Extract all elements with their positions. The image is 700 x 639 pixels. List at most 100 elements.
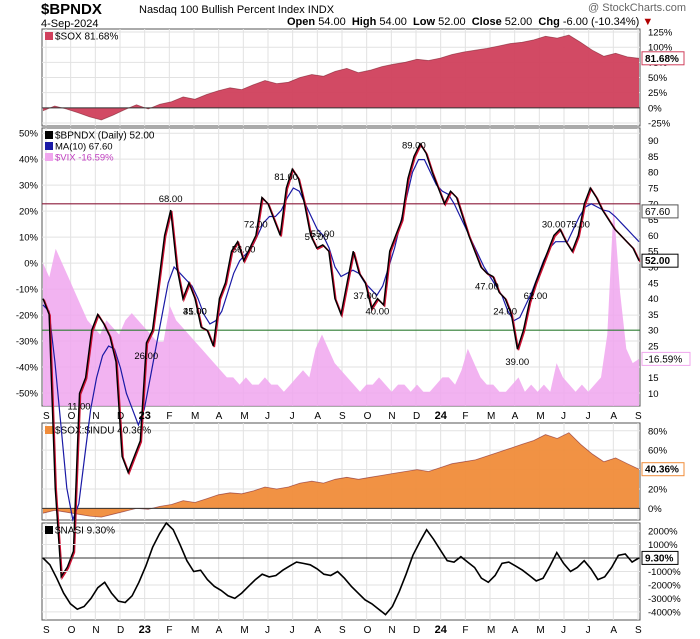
open-label: Open: [287, 16, 316, 28]
open-value: 54.00: [318, 16, 346, 28]
bp-right-tick-10: 40: [648, 294, 659, 305]
bp-right-tick-15: 15: [648, 373, 659, 384]
chart-date: 4-Sep-2024: [41, 18, 99, 30]
bp-right-tick-1: 85: [648, 152, 659, 163]
copyright: @ StockCharts.com: [588, 2, 686, 14]
xaxis-mid-label-14: N: [388, 411, 395, 422]
bp-left-tick-1: 40%: [19, 155, 39, 166]
sox-tick-5: 0%: [648, 103, 662, 114]
bp-annotation-2: 31.00: [183, 307, 207, 318]
close-label: Close: [471, 16, 502, 28]
bp-left-tick-3: 20%: [19, 207, 39, 218]
xaxis-mid-label-24: S: [635, 411, 642, 422]
xaxis-bottom-label-24: S: [635, 625, 642, 636]
bp-annotation-10: 37.00: [353, 291, 377, 302]
ratio-tick-0: 80%: [648, 426, 668, 437]
low-value: 52.00: [438, 16, 466, 28]
xaxis-mid-label-4: 23: [139, 410, 151, 422]
vix-area: [43, 205, 639, 406]
xaxis-mid-label-2: N: [92, 411, 99, 422]
bp-annotation-13: 47.00: [475, 281, 499, 292]
xaxis-bottom-label-3: D: [117, 625, 124, 636]
bp-annotation-6: 72.00: [244, 219, 268, 230]
bp-right-tick-8: 50: [648, 263, 659, 274]
nasi-last-label: 9.30%: [645, 553, 673, 564]
sox-last-label-box: [641, 51, 685, 66]
bp-left-tick-9: -40%: [16, 363, 39, 374]
xaxis-mid-label-10: J: [290, 411, 295, 422]
bp-left-tick-5: 0%: [24, 259, 38, 270]
bp-legend-swatch-1: [45, 142, 53, 150]
ratio-tick-1: 60%: [648, 446, 668, 457]
nasi-tick-6: -4000%: [648, 607, 681, 618]
xaxis-mid-label-7: A: [216, 411, 223, 422]
xaxis-mid-label-5: F: [166, 411, 172, 422]
xaxis-bottom-label-7: A: [216, 625, 223, 636]
bp-annotation-11: 40.00: [365, 307, 389, 318]
sox-area: [43, 35, 639, 120]
xaxis-mid-label-18: M: [487, 411, 495, 422]
ratio-tick-3: 20%: [648, 484, 668, 495]
sox-tick-6: -25%: [648, 118, 671, 129]
bpndx-shadow: [43, 143, 641, 581]
nasi-tick-1: 1000%: [648, 540, 678, 551]
ratio-legend-0: $SOX:$INDU 40.36%: [55, 426, 151, 437]
chg-value: -6.00 (-10.34%): [562, 16, 640, 28]
description-text: Nasdaq 100 Bullish Percent Index: [139, 4, 305, 16]
bp-legend-1: MA(10) 67.60: [55, 142, 113, 153]
chart-description: Nasdaq 100 Bullish Percent Index INDX: [139, 4, 334, 16]
nasi-tick-5: -3000%: [648, 594, 681, 605]
bp-annotation-5: 56.00: [232, 245, 256, 256]
down-arrow-icon: ▼: [642, 16, 654, 28]
xaxis-bottom-label-13: O: [364, 625, 372, 636]
bp-last-ma10: 67.60: [645, 207, 670, 218]
sox-tick-4: 25%: [648, 88, 668, 99]
xaxis-mid-label-1: O: [68, 411, 76, 422]
xaxis-bottom-label-0: S: [43, 625, 50, 636]
bp-right-tick-0: 90: [648, 136, 659, 147]
ratio-legend-swatch-0: [45, 426, 53, 434]
xaxis-bottom-label-12: S: [339, 625, 346, 636]
bp-last-vix-box: [641, 351, 691, 366]
bp-right-tick-11: 35: [648, 310, 659, 321]
xaxis-bottom-label-23: A: [610, 625, 617, 636]
sox-tick-1: 100%: [648, 43, 673, 54]
xaxis-bottom-label-21: J: [561, 625, 566, 636]
bp-annotation-9: 55.00: [311, 229, 335, 240]
xaxis-mid-label-13: O: [364, 411, 372, 422]
chart-symbol: $BPNDX: [41, 1, 102, 18]
nasi-legend-swatch-0: [45, 526, 53, 534]
bp-annotation-12: 89.00: [402, 140, 426, 151]
nasi-tick-4: -2000%: [648, 580, 681, 591]
xaxis-bottom-label-8: M: [240, 625, 248, 636]
xaxis-bottom-label-1: O: [68, 625, 76, 636]
xaxis-mid-label-9: J: [265, 411, 270, 422]
bp-right-tick-2: 80: [648, 168, 659, 179]
bp-right-tick-5: 65: [648, 215, 659, 226]
bp-annotation-3: 68.00: [159, 194, 183, 205]
xaxis-bottom-label-10: J: [290, 625, 295, 636]
xaxis-bottom-label-19: A: [512, 625, 519, 636]
xaxis-mid-label-6: M: [191, 411, 199, 422]
bp-legend-0: $BPNDX (Daily) 52.00: [55, 131, 155, 142]
bp-left-tick-10: -50%: [16, 389, 39, 400]
xaxis-bottom-label-14: N: [388, 625, 395, 636]
bp-last-bpndx: 52.00: [645, 256, 670, 267]
bp-annotation-16: 62.00: [524, 291, 548, 302]
xaxis-bottom-label-20: M: [536, 625, 544, 636]
bpndx-line: [42, 142, 640, 579]
bp-last-ma10-box: [641, 204, 679, 219]
exchange-label: INDX: [307, 4, 335, 16]
nasi-line: [42, 521, 640, 616]
nasi-tick-0: 2000%: [648, 527, 678, 538]
bp-last-bpndx-box: [641, 253, 679, 268]
xaxis-mid-label-8: M: [240, 411, 248, 422]
xaxis-bottom-label-18: M: [487, 625, 495, 636]
xaxis-mid-label-11: A: [314, 411, 321, 422]
bp-legend-swatch-2: [45, 153, 53, 161]
bp-right-tick-3: 75: [648, 184, 659, 195]
xaxis-mid-label-19: A: [512, 411, 519, 422]
xaxis-mid-label-23: A: [610, 411, 617, 422]
xaxis-mid-label-22: J: [586, 411, 591, 422]
xaxis-bottom-label-6: M: [191, 625, 199, 636]
